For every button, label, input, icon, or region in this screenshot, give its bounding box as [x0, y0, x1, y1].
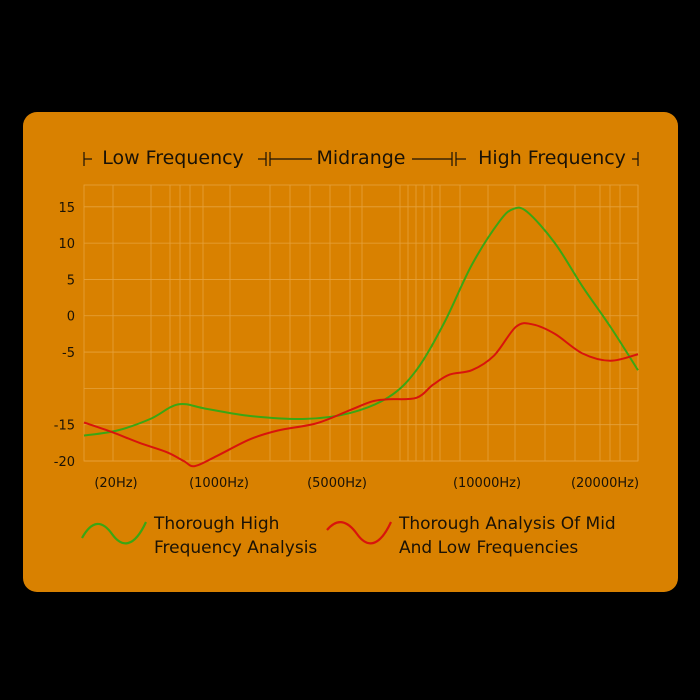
x-tick-label: (20Hz) — [94, 476, 137, 491]
y-tick-label: -20 — [54, 455, 75, 470]
band-label-low: Low Frequency — [102, 147, 244, 169]
band-label-mid: Midrange — [316, 147, 406, 169]
legend-item-mid-low: Thorough Analysis Of Mid And Low Frequen… — [325, 512, 639, 560]
legend-swatch-mid-low — [326, 521, 392, 545]
x-tick-label: (20000Hz) — [571, 476, 639, 491]
x-tick-label: (1000Hz) — [189, 476, 249, 491]
series-line-mid-low-frequency — [83, 322, 639, 468]
y-tick-label: -15 — [54, 419, 75, 434]
band-label-high: High Frequency — [478, 147, 626, 169]
y-tick-label: 5 — [67, 273, 75, 288]
y-tick-label: 15 — [58, 201, 75, 216]
legend-swatch-high — [81, 521, 147, 545]
legend-label-mid-low: Thorough Analysis Of Mid And Low Frequen… — [399, 514, 616, 558]
legend-label-high: Thorough High Frequency Analysis — [154, 514, 318, 558]
plot-border — [83, 184, 639, 462]
y-tick-label: 10 — [58, 237, 75, 252]
legend-item-high: Thorough High Frequency Analysis — [80, 512, 319, 560]
y-tick-label: 0 — [67, 310, 75, 325]
x-tick-label: (10000Hz) — [453, 476, 521, 491]
y-tick-label: -5 — [62, 346, 75, 361]
series-line-high-frequency — [83, 206, 639, 437]
x-tick-label: (5000Hz) — [307, 476, 367, 491]
